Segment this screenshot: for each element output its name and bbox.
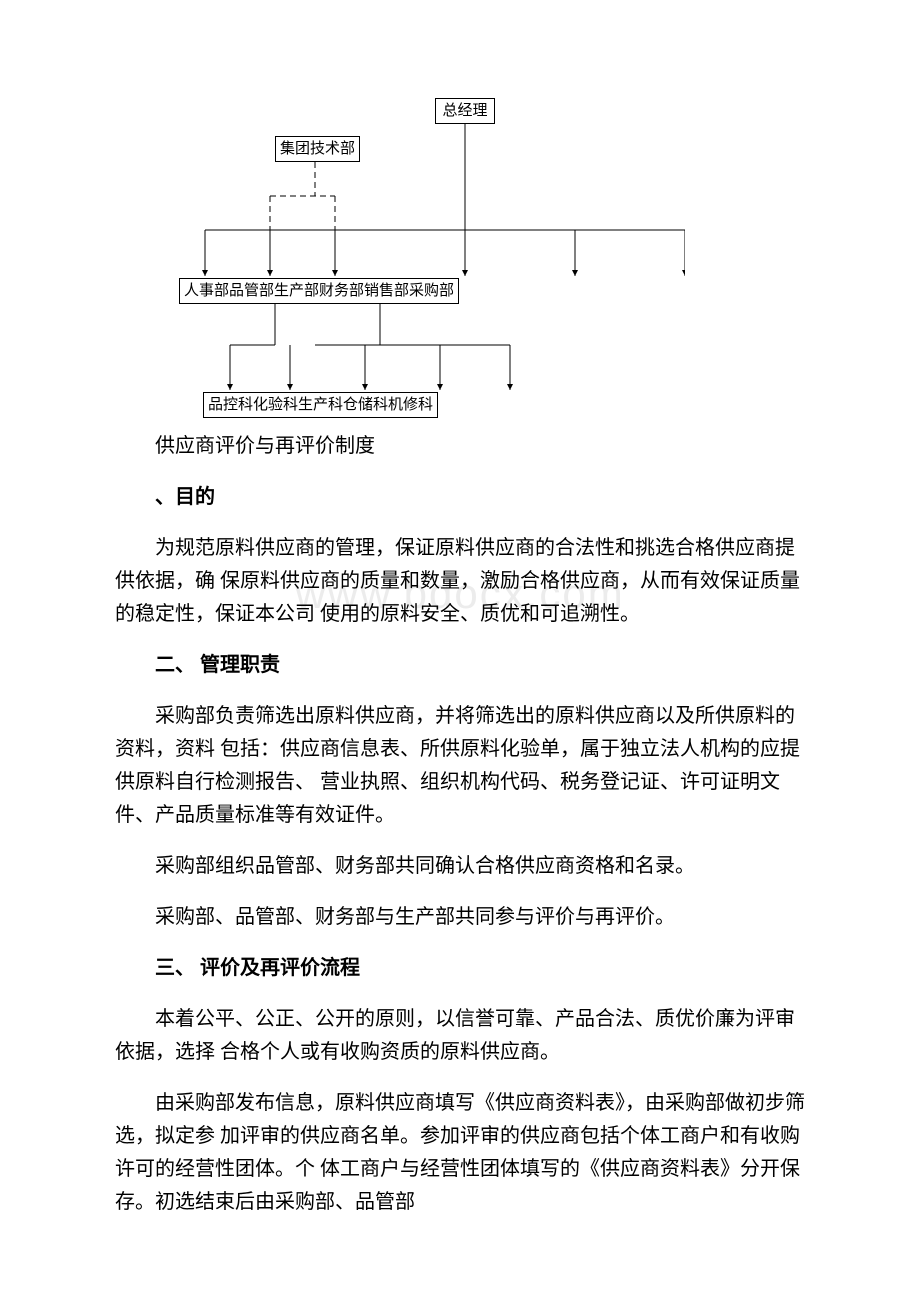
node-group-tech: 集团技术部 — [275, 136, 360, 162]
paragraph-process-2: 由采购部发布信息，原料供应商填写《供应商资料表》，由采购部做初步筛选，拟定参 加… — [115, 1087, 805, 1219]
org-chart-lines — [175, 80, 685, 420]
node-level2-depts: 人事部品管部生产部财务部销售部采购部 — [179, 278, 459, 304]
paragraph-resp-1: 采购部负责筛选出原料供应商，并将筛选出的原料供应商以及所供原料的资料，资料 包括… — [115, 700, 805, 832]
node-general-manager: 总经理 — [435, 98, 495, 124]
paragraph-purpose: 为规范原料供应商的管理，保证原料供应商的合法性和挑选合格供应商提供依据，确 保原… — [115, 532, 805, 631]
node-level3-sections: 品控科化验科生产科仓储科机修科 — [203, 392, 438, 418]
document-page: 总经理 集团技术部 人事部品管部生产部财务部销售部采购部 品控科化验科生产科仓储… — [0, 80, 920, 1279]
heading-purpose: 、目的 — [115, 481, 805, 514]
org-chart: 总经理 集团技术部 人事部品管部生产部财务部销售部采购部 品控科化验科生产科仓储… — [175, 80, 685, 420]
paragraph-process-1: 本着公平、公正、公开的原则，以信誉可靠、产品合法、质优价廉为评审依据，选择 合格… — [115, 1003, 805, 1069]
heading-responsibility: 二、 管理职责 — [115, 649, 805, 682]
paragraph-resp-3: 采购部、品管部、财务部与生产部共同参与评价与再评价。 — [115, 901, 805, 934]
heading-process: 三、 评价及再评价流程 — [115, 952, 805, 985]
paragraph-resp-2: 采购部组织品管部、财务部共同确认合格供应商资格和名录。 — [115, 850, 805, 883]
subtitle: 供应商评价与再评价制度 — [115, 430, 805, 463]
